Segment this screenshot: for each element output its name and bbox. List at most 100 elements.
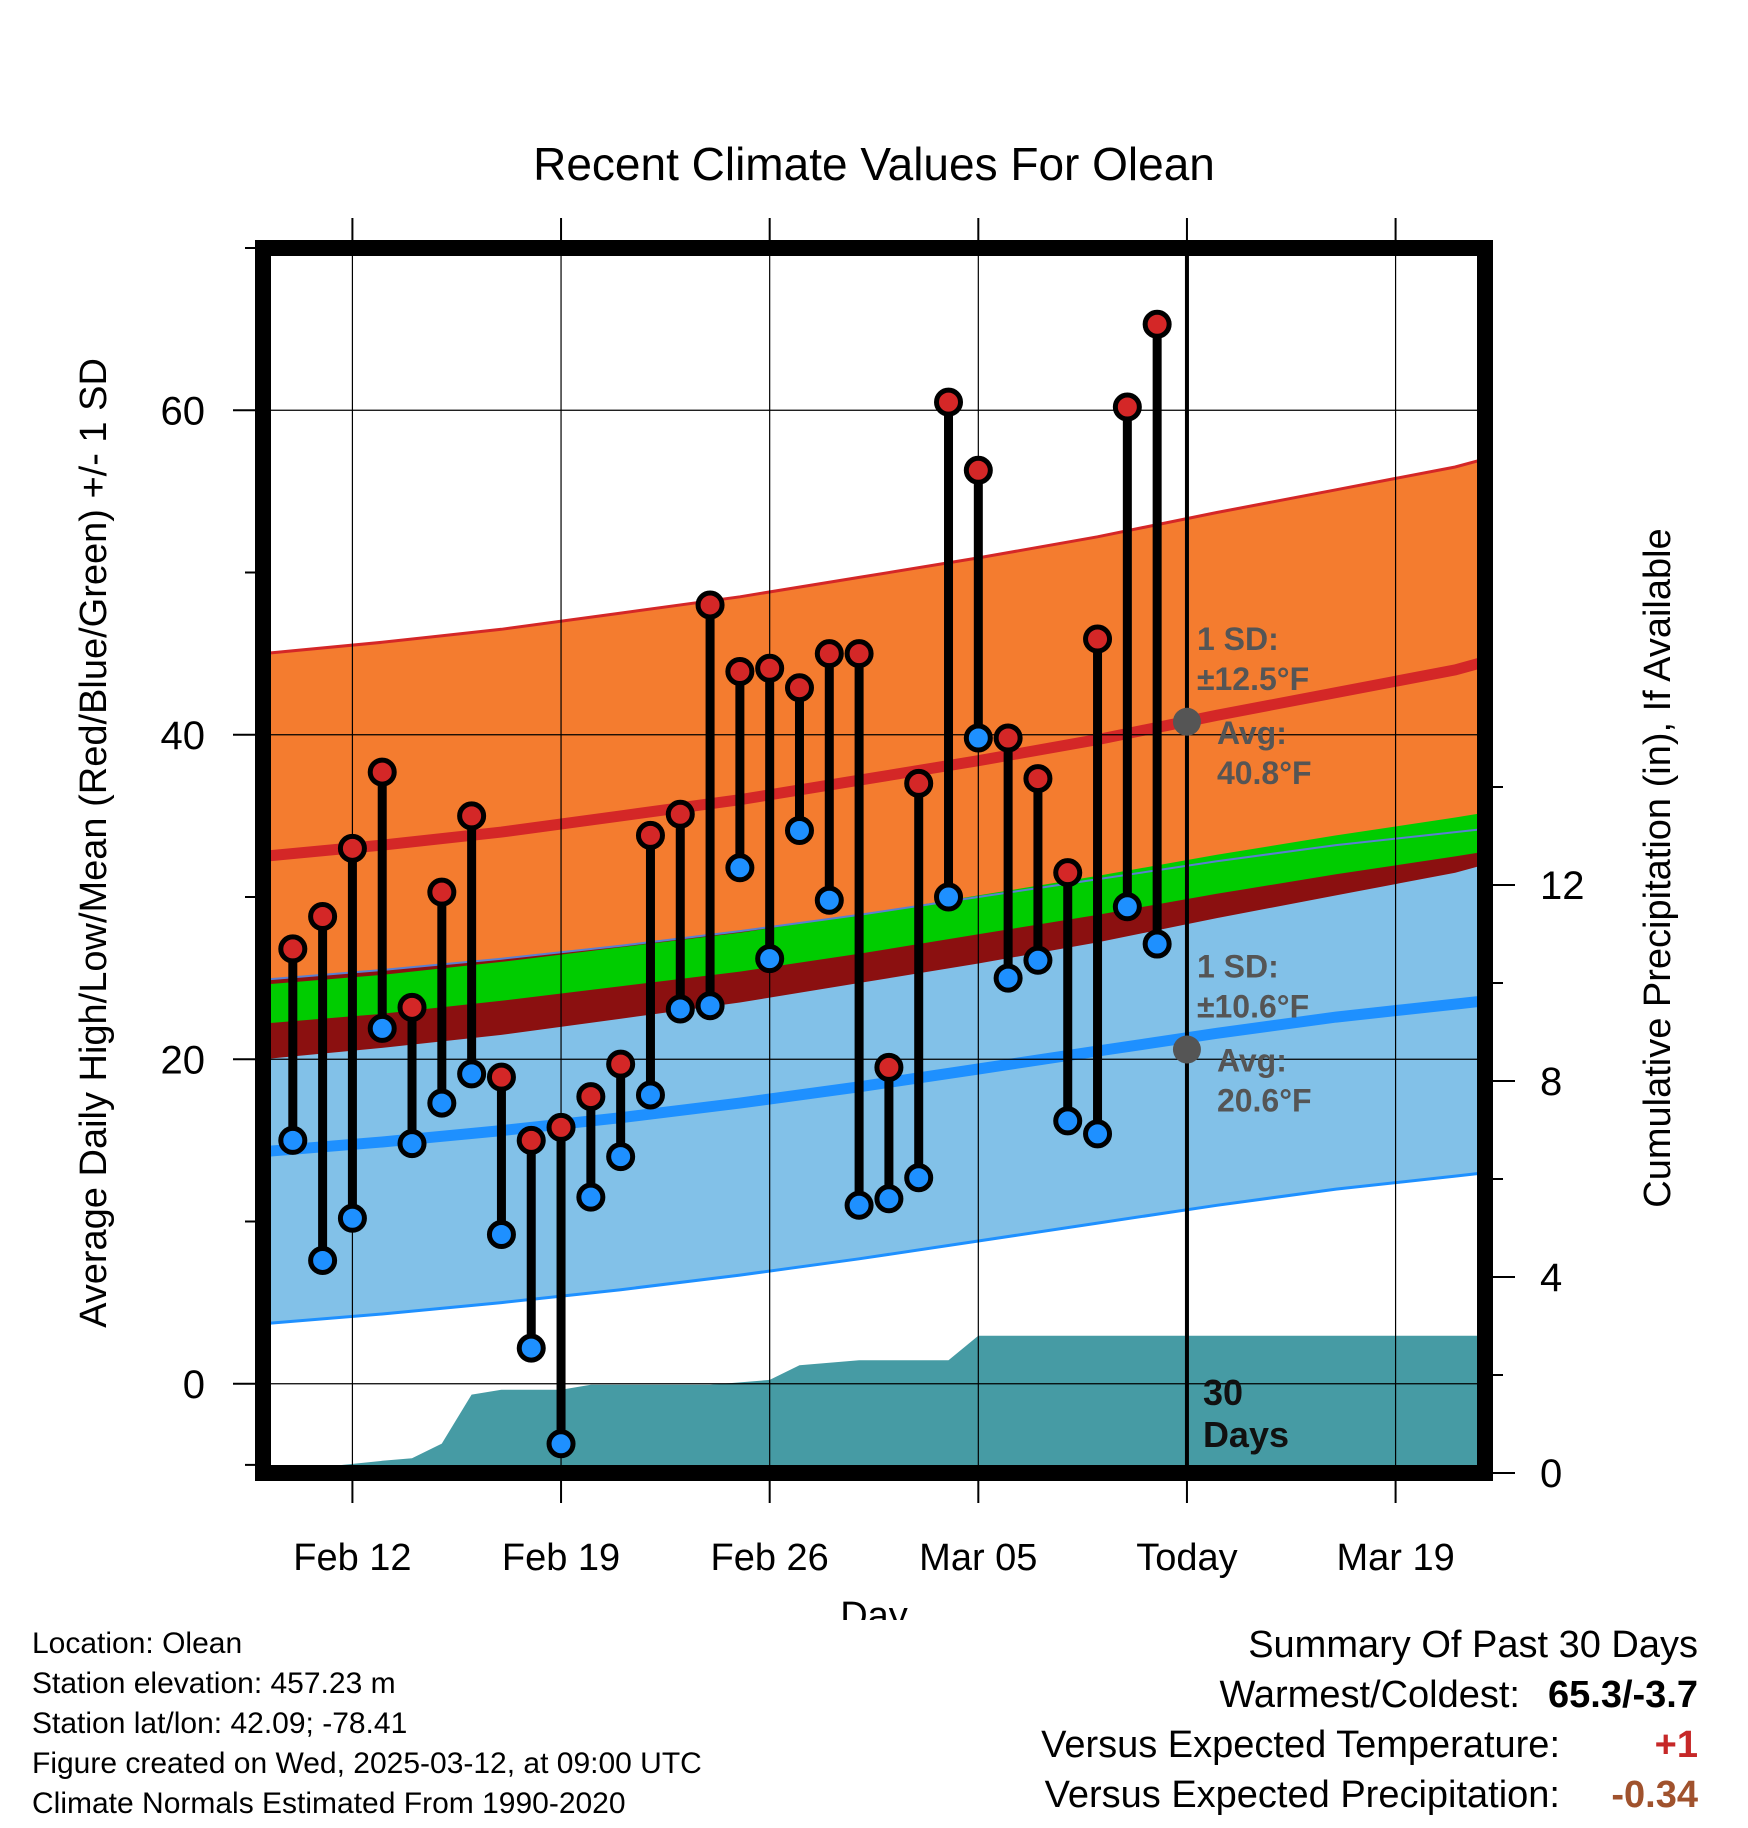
low-temp-point	[1142, 929, 1172, 959]
low-temp-point	[725, 853, 755, 883]
low-temp-point	[695, 991, 725, 1021]
high-temp-point	[486, 1062, 516, 1092]
low-lower-line	[262, 1171, 1486, 1326]
days-word-label: Days	[1203, 1414, 1289, 1455]
high-avg-marker	[1172, 707, 1201, 736]
high-temp-point	[397, 992, 427, 1022]
low-temp-point	[934, 882, 964, 912]
axes: 0 20 40 60 0 4 8 12 Feb 12 Feb 19 Feb 26 Mar 05 Toda…	[161, 218, 1585, 1579]
annotations: 1 SD: ±12.5°F Avg: 40.8°F 1 SD: ±10.6°F Avg: 20…	[1172, 621, 1312, 1455]
low-sd-value: ±10.6°F	[1197, 989, 1309, 1025]
y-axis-label-right: Cumulative Precipitation (in), If Availa…	[1637, 528, 1679, 1207]
precip-area	[263, 1335, 1485, 1473]
high-temp-point	[427, 877, 457, 907]
low-temp-point	[278, 1125, 308, 1155]
y-tick-label: 0	[183, 1363, 205, 1407]
summary-temp: Versus Expected Temperature: +1	[1041, 1720, 1698, 1770]
climate-chart: 1 SD: ±12.5°F Avg: 40.8°F 1 SD: ±10.6°F Avg: 20…	[73, 138, 1679, 1620]
warm-cold-label: Warmest/Coldest:	[1219, 1674, 1520, 1716]
high-temp-point	[1112, 392, 1142, 422]
high-upper-line	[262, 457, 1486, 656]
y2-tick-label: 12	[1540, 864, 1585, 908]
x-tick-label: Feb 19	[502, 1537, 620, 1579]
info-created: Figure created on Wed, 2025-03-12, at 09…	[32, 1747, 702, 1780]
temp-value: +1	[1654, 1724, 1698, 1766]
high-temp-point	[695, 590, 725, 620]
precip-value: -0.34	[1611, 1774, 1698, 1816]
daily-observations	[278, 309, 1172, 1459]
station-info: Location: Olean Station elevation: 457.2…	[32, 1624, 702, 1824]
high-temp-point	[874, 1052, 904, 1082]
low-temp-point	[486, 1219, 516, 1249]
y-axis-label-left: Average Daily High/Low/Mean (Red/Blue/Gr…	[73, 358, 115, 1328]
low-temp-point	[337, 1203, 367, 1233]
y2-tick-label: 8	[1540, 1060, 1562, 1104]
x-tick-label: Mar 05	[919, 1537, 1037, 1579]
y-tick-label: 60	[161, 389, 206, 433]
high-temp-point	[337, 833, 367, 863]
low-temp-point	[367, 1013, 397, 1043]
low-temp-point	[308, 1245, 338, 1275]
high-temp-point	[1142, 309, 1172, 339]
chart-title: Recent Climate Values For Olean	[533, 138, 1215, 190]
low-temp-point	[963, 723, 993, 753]
y2-tick-label: 4	[1540, 1256, 1562, 1300]
low-temp-point	[665, 994, 695, 1024]
low-avg-marker	[1172, 1035, 1201, 1064]
high-temp-point	[606, 1049, 636, 1079]
low-temp-point	[516, 1333, 546, 1363]
normal-bands	[262, 457, 1487, 1326]
high-temp-point	[457, 801, 487, 831]
high-temp-point	[1083, 624, 1113, 654]
low-avg-value: 20.6°F	[1217, 1083, 1312, 1119]
x-tick-label: Feb 26	[711, 1537, 829, 1579]
high-temp-point	[784, 673, 814, 703]
high-avg-label: Avg:	[1217, 715, 1287, 751]
high-temp-point	[963, 455, 993, 485]
high-temp-point	[814, 639, 844, 669]
summary-title: Summary Of Past 30 Days	[1248, 1624, 1698, 1666]
low-temp-point	[635, 1080, 665, 1110]
high-sd-label: 1 SD:	[1197, 621, 1279, 657]
x-tick-label: Feb 12	[293, 1537, 411, 1579]
precip-label: Versus Expected Precipitation:	[1044, 1774, 1560, 1816]
mean-sd-band	[263, 812, 1485, 1024]
low-temp-point	[457, 1059, 487, 1089]
info-latlon: Station lat/lon: 42.09; -78.41	[32, 1707, 408, 1740]
y-tick-label: 20	[161, 1038, 206, 1082]
high-temp-point	[725, 656, 755, 686]
summary-precip: Versus Expected Precipitation: -0.34	[1041, 1770, 1698, 1820]
low-temp-point	[397, 1129, 427, 1159]
high-temp-point	[635, 820, 665, 850]
high-temp-point	[665, 799, 695, 829]
low-sd-label: 1 SD:	[1197, 949, 1279, 985]
temp-label: Versus Expected Temperature:	[1041, 1724, 1560, 1766]
low-temp-point	[904, 1163, 934, 1193]
x-tick-label: Mar 19	[1336, 1537, 1454, 1579]
low-temp-point	[1083, 1119, 1113, 1149]
low-temp-point	[1053, 1106, 1083, 1136]
low-temp-point	[814, 885, 844, 915]
low-temp-point	[606, 1142, 636, 1172]
high-temp-point	[278, 934, 308, 964]
high-temp-point	[755, 653, 785, 683]
low-temp-point	[844, 1190, 874, 1220]
x-axis-label: Day	[840, 1595, 908, 1620]
low-temp-point	[755, 944, 785, 974]
high-temp-point	[1023, 764, 1053, 794]
high-temp-point	[546, 1112, 576, 1142]
high-temp-point	[516, 1125, 546, 1155]
high-temp-point	[844, 639, 874, 669]
high-avg-value: 40.8°F	[1217, 755, 1312, 791]
high-temp-point	[308, 901, 338, 931]
high-sd-value: ±12.5°F	[1197, 661, 1309, 697]
low-temp-point	[1112, 892, 1142, 922]
low-temp-point	[874, 1184, 904, 1214]
info-location: Location: Olean	[32, 1627, 243, 1660]
high-temp-point	[576, 1082, 606, 1112]
low-avg-label: Avg:	[1217, 1043, 1287, 1079]
high-temp-point	[934, 387, 964, 417]
info-elevation: Station elevation: 457.23 m	[32, 1667, 396, 1700]
plot-frame	[255, 240, 1493, 1481]
high-temp-point	[993, 723, 1023, 753]
